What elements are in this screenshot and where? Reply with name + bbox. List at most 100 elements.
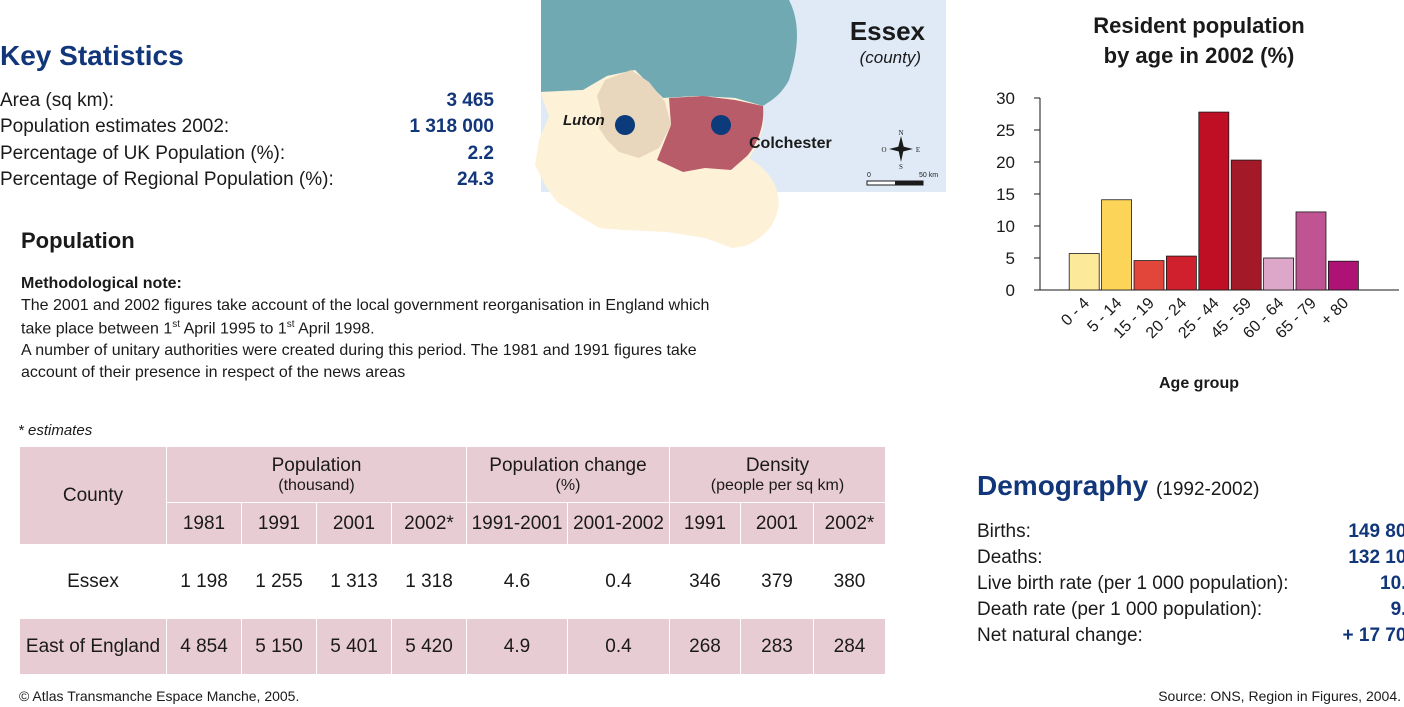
chart-title-line: Resident population [1093,13,1304,38]
group-subtitle: (%) [555,476,581,494]
table-cell: 1 313 [316,544,392,619]
compass-icon: N S E O [881,129,920,171]
scale-start: 0 [867,172,871,179]
demography-label: Death rate (per 1 000 population): [977,599,1263,620]
table-cell: 268 [669,618,741,675]
year-header: 2001 [316,502,392,545]
stat-value: 3 465 [446,90,494,111]
year-header: 2002* [813,502,886,545]
change-group-header: Population change (%) [466,446,670,503]
table-cell: 0.4 [567,618,670,675]
essex-area [657,96,764,172]
chart-bar [1068,253,1100,291]
scale-bar: 0 50 km [866,172,938,186]
group-subtitle: (people per sq km) [710,476,845,494]
table-header-row: County Population (thousand) Population … [19,446,886,545]
note-line: A number of unitary authorities were cre… [21,342,697,360]
note-superscript: st [172,319,180,330]
stat-row: Population estimates 2002: 1 318 000 [0,116,494,142]
stat-value: 2.2 [467,143,494,164]
chart-bar [1230,159,1262,291]
demography-title: Demography (1992-2002) [977,470,1259,502]
stat-value: 24.3 [457,169,494,190]
age-chart: Resident population by age in 2002 (%) 0… [996,13,1399,392]
y-tick-label: 5 [1006,249,1015,268]
table-cell: 1 198 [166,544,242,619]
map-subtitle: (county) [860,48,921,67]
group-title: Density [745,454,810,476]
note-line: account of their presence in respect of … [21,364,405,382]
y-tick-label: 10 [996,217,1015,236]
year-header: 1991 [241,502,317,545]
stat-row: Area (sq km): 3 465 [0,90,494,116]
note-text: A number of unitary authorities were cre… [21,342,697,359]
table-cell: 4.6 [466,544,568,619]
chart-bar [1165,255,1197,291]
table-cell: 4.9 [466,618,568,675]
x-tick-label: + 80 [1318,295,1352,329]
table-cell: 283 [740,618,814,675]
year-header: 2001 [740,502,814,545]
demography-label: Net natural change: [977,625,1143,646]
demography-row: Death rate (per 1 000 population): 9.9 [977,599,1404,625]
note-text: account of their presence in respect of … [21,364,406,381]
demography-label: Deaths: [977,547,1043,568]
colchester-marker [711,115,731,135]
stat-row: Percentage of UK Population (%): 2.2 [0,143,494,169]
demography-value: 149 800 [1348,521,1404,542]
table-cell: 284 [813,618,886,675]
scale-end: 50 km [919,172,938,179]
demography-row: Net natural change: + 17 700 [977,625,1404,651]
demography-label: Births: [977,521,1031,542]
note-line: The 2001 and 2002 figures take account o… [21,297,709,315]
stat-label: Area (sq km): [0,90,115,111]
demography-label: Live birth rate (per 1 000 population): [977,573,1289,594]
table-row: East of England 4 854 5 150 5 401 5 420 … [19,618,886,675]
y-tick-label: 15 [996,185,1015,204]
map-title: Essex [850,16,926,46]
table-cell: 1 255 [241,544,317,619]
table-cell: 4 854 [166,618,242,675]
note-superscript: st [286,319,295,330]
demography-value: 10.7 [1380,573,1404,594]
population-group-header: Population (thousand) [166,446,467,503]
y-tick-label: 30 [996,89,1015,108]
note-title: Methodological note: [21,275,182,292]
year-header: 1981 [166,502,242,545]
demography-value: 132 100 [1348,547,1404,568]
table-cell: 379 [740,544,814,619]
note-text: April 1998. [294,320,375,338]
key-statistics-title: Key Statistics [0,40,184,71]
chart-title-line: by age in 2002 (%) [1104,43,1295,68]
y-tick-label: 0 [1006,281,1015,300]
group-title: Population change [489,454,647,476]
note-text: The 2001 and 2002 figures take account o… [21,297,710,314]
note-text: April 1995 to 1 [180,320,287,338]
stat-row: Percentage of Regional Population (%): 2… [0,169,494,195]
demography-heading: Demography [977,470,1149,501]
table-years-row: 1981 1991 2001 2002* 1991-2001 2001-2002… [20,502,886,545]
neighbour-region [541,0,797,106]
stat-label: Percentage of Regional Population (%): [0,169,334,190]
luton-label: Luton [563,112,605,129]
table-cell: 380 [813,544,886,619]
year-header: 2002* [391,502,467,545]
luton-marker [615,115,635,135]
chart-bar [1327,260,1359,291]
chart-bar [1133,260,1165,291]
chart-bar [1263,257,1295,291]
y-tick-label: 25 [996,121,1015,140]
compass-n: N [898,129,903,137]
compass-e: E [916,146,920,154]
density-group-header: Density (people per sq km) [669,446,886,503]
x-axis-label: Age group [1159,375,1239,392]
county-header: County [19,446,167,545]
table-cell: 1 318 [391,544,467,619]
chart-bar [1198,111,1230,291]
chart-bar [1101,199,1133,291]
table-cell: 346 [669,544,741,619]
table-cell: 5 150 [241,618,317,675]
compass-w: O [881,146,886,154]
population-title: Population [21,228,135,253]
table-row: Essex 1 198 1 255 1 313 1 318 4.6 0.4 34… [19,544,886,619]
